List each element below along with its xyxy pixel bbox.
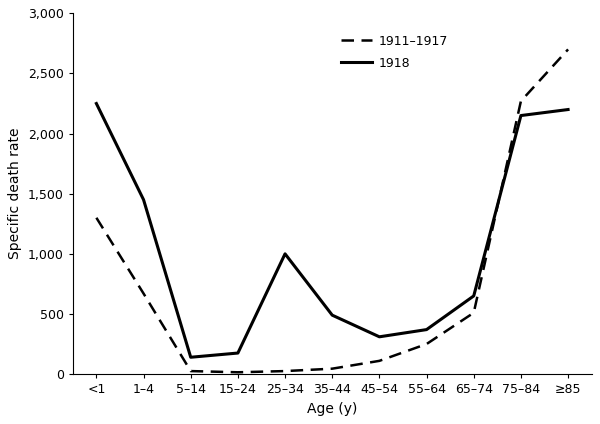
1918 xyxy=(234,351,241,356)
Y-axis label: Specific death rate: Specific death rate xyxy=(8,128,22,259)
1911–1917 xyxy=(423,341,430,346)
1918 xyxy=(565,107,572,112)
1911–1917 xyxy=(281,368,289,374)
1918 xyxy=(187,355,194,360)
1918 xyxy=(93,101,100,106)
1918 xyxy=(281,251,289,257)
1918 xyxy=(376,334,383,339)
1918 xyxy=(423,327,430,332)
Line: 1918: 1918 xyxy=(97,103,568,357)
1918 xyxy=(329,312,336,318)
1911–1917 xyxy=(140,291,147,296)
Line: 1911–1917: 1911–1917 xyxy=(97,50,568,372)
1918 xyxy=(517,113,524,118)
1918 xyxy=(140,197,147,202)
1911–1917 xyxy=(565,47,572,52)
1911–1917 xyxy=(93,215,100,220)
X-axis label: Age (y): Age (y) xyxy=(307,402,358,416)
1911–1917 xyxy=(470,310,478,315)
1911–1917 xyxy=(517,98,524,103)
1911–1917 xyxy=(329,366,336,371)
Legend: 1911–1917, 1918: 1911–1917, 1918 xyxy=(336,31,453,75)
1911–1917 xyxy=(187,368,194,374)
1911–1917 xyxy=(234,370,241,375)
1918 xyxy=(470,293,478,298)
1911–1917 xyxy=(376,358,383,363)
